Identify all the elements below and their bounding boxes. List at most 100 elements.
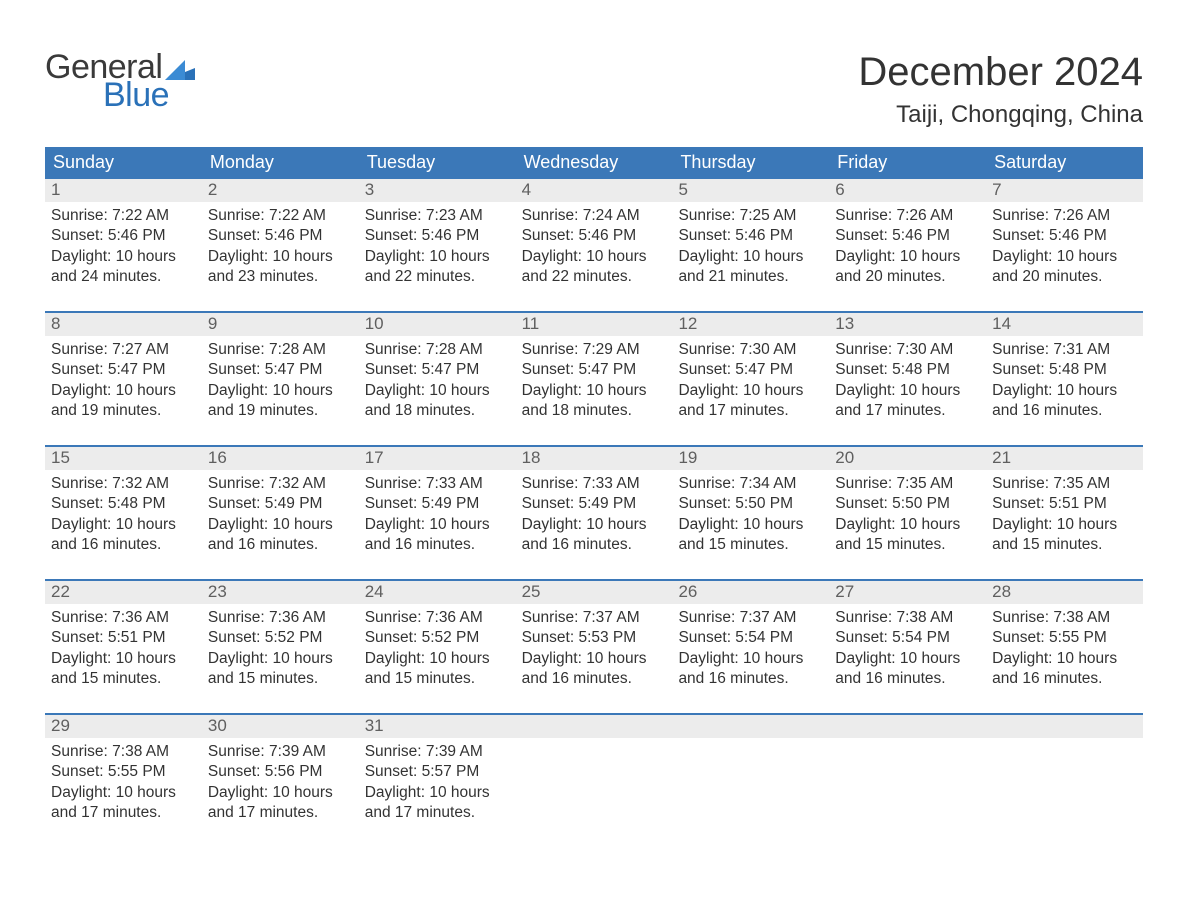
sunrise-line: Sunrise: 7:23 AM (365, 206, 510, 226)
sunset-line: Sunset: 5:50 PM (835, 494, 980, 514)
day-cell: 14Sunrise: 7:31 AMSunset: 5:48 PMDayligh… (986, 313, 1143, 431)
flag-icon (165, 60, 195, 80)
daylight-line: Daylight: 10 hours and 19 minutes. (51, 381, 196, 422)
week-row: 29Sunrise: 7:38 AMSunset: 5:55 PMDayligh… (45, 713, 1143, 833)
sunrise-line: Sunrise: 7:22 AM (51, 206, 196, 226)
day-number: 28 (986, 581, 1143, 604)
sunrise-line: Sunrise: 7:28 AM (208, 340, 353, 360)
day-number: 21 (986, 447, 1143, 470)
sunrise-line: Sunrise: 7:28 AM (365, 340, 510, 360)
sunset-line: Sunset: 5:51 PM (992, 494, 1137, 514)
day-number: 26 (672, 581, 829, 604)
sunrise-line: Sunrise: 7:30 AM (678, 340, 823, 360)
sunset-line: Sunset: 5:56 PM (208, 762, 353, 782)
sunrise-line: Sunrise: 7:27 AM (51, 340, 196, 360)
day-number: 14 (986, 313, 1143, 336)
sunrise-line: Sunrise: 7:31 AM (992, 340, 1137, 360)
day-details: Sunrise: 7:30 AMSunset: 5:48 PMDaylight:… (829, 336, 986, 428)
week-row: 1Sunrise: 7:22 AMSunset: 5:46 PMDaylight… (45, 179, 1143, 297)
day-cell: 6Sunrise: 7:26 AMSunset: 5:46 PMDaylight… (829, 179, 986, 297)
day-number: 29 (45, 715, 202, 738)
daylight-line: Daylight: 10 hours and 17 minutes. (365, 783, 510, 824)
day-number: 27 (829, 581, 986, 604)
day-cell: . (516, 715, 673, 833)
sunset-line: Sunset: 5:53 PM (522, 628, 667, 648)
sunrise-line: Sunrise: 7:36 AM (365, 608, 510, 628)
daylight-line: Daylight: 10 hours and 24 minutes. (51, 247, 196, 288)
day-cell: 7Sunrise: 7:26 AMSunset: 5:46 PMDaylight… (986, 179, 1143, 297)
day-details: Sunrise: 7:39 AMSunset: 5:56 PMDaylight:… (202, 738, 359, 830)
dow-header-row: SundayMondayTuesdayWednesdayThursdayFrid… (45, 147, 1143, 179)
day-number: 4 (516, 179, 673, 202)
day-number: 10 (359, 313, 516, 336)
dow-cell: Saturday (986, 147, 1143, 179)
day-number: . (986, 715, 1143, 738)
week-row: 15Sunrise: 7:32 AMSunset: 5:48 PMDayligh… (45, 445, 1143, 565)
day-cell: . (829, 715, 986, 833)
day-details: Sunrise: 7:22 AMSunset: 5:46 PMDaylight:… (45, 202, 202, 294)
day-details: Sunrise: 7:38 AMSunset: 5:55 PMDaylight:… (986, 604, 1143, 696)
day-number: 20 (829, 447, 986, 470)
day-cell: 4Sunrise: 7:24 AMSunset: 5:46 PMDaylight… (516, 179, 673, 297)
dow-cell: Monday (202, 147, 359, 179)
day-cell: 22Sunrise: 7:36 AMSunset: 5:51 PMDayligh… (45, 581, 202, 699)
day-cell: 21Sunrise: 7:35 AMSunset: 5:51 PMDayligh… (986, 447, 1143, 565)
sunset-line: Sunset: 5:49 PM (208, 494, 353, 514)
week-row: 8Sunrise: 7:27 AMSunset: 5:47 PMDaylight… (45, 311, 1143, 431)
day-number: 23 (202, 581, 359, 604)
day-number: 7 (986, 179, 1143, 202)
day-cell: 8Sunrise: 7:27 AMSunset: 5:47 PMDaylight… (45, 313, 202, 431)
day-cell: 11Sunrise: 7:29 AMSunset: 5:47 PMDayligh… (516, 313, 673, 431)
sunrise-line: Sunrise: 7:34 AM (678, 474, 823, 494)
sunrise-line: Sunrise: 7:39 AM (208, 742, 353, 762)
day-cell: 30Sunrise: 7:39 AMSunset: 5:56 PMDayligh… (202, 715, 359, 833)
daylight-line: Daylight: 10 hours and 15 minutes. (51, 649, 196, 690)
sunrise-line: Sunrise: 7:26 AM (992, 206, 1137, 226)
day-cell: 24Sunrise: 7:36 AMSunset: 5:52 PMDayligh… (359, 581, 516, 699)
day-cell: 3Sunrise: 7:23 AMSunset: 5:46 PMDaylight… (359, 179, 516, 297)
sunset-line: Sunset: 5:47 PM (365, 360, 510, 380)
sunrise-line: Sunrise: 7:33 AM (365, 474, 510, 494)
sunset-line: Sunset: 5:49 PM (522, 494, 667, 514)
day-cell: . (986, 715, 1143, 833)
day-cell: 9Sunrise: 7:28 AMSunset: 5:47 PMDaylight… (202, 313, 359, 431)
day-details: Sunrise: 7:27 AMSunset: 5:47 PMDaylight:… (45, 336, 202, 428)
sunrise-line: Sunrise: 7:25 AM (678, 206, 823, 226)
daylight-line: Daylight: 10 hours and 19 minutes. (208, 381, 353, 422)
sunrise-line: Sunrise: 7:38 AM (835, 608, 980, 628)
sunrise-line: Sunrise: 7:37 AM (522, 608, 667, 628)
day-number: 13 (829, 313, 986, 336)
daylight-line: Daylight: 10 hours and 15 minutes. (365, 649, 510, 690)
weeks-container: 1Sunrise: 7:22 AMSunset: 5:46 PMDaylight… (45, 179, 1143, 833)
day-details: Sunrise: 7:30 AMSunset: 5:47 PMDaylight:… (672, 336, 829, 428)
sunrise-line: Sunrise: 7:30 AM (835, 340, 980, 360)
daylight-line: Daylight: 10 hours and 15 minutes. (678, 515, 823, 556)
day-number: 25 (516, 581, 673, 604)
sunset-line: Sunset: 5:47 PM (51, 360, 196, 380)
day-cell: 5Sunrise: 7:25 AMSunset: 5:46 PMDaylight… (672, 179, 829, 297)
daylight-line: Daylight: 10 hours and 21 minutes. (678, 247, 823, 288)
day-cell: 18Sunrise: 7:33 AMSunset: 5:49 PMDayligh… (516, 447, 673, 565)
day-number: 24 (359, 581, 516, 604)
daylight-line: Daylight: 10 hours and 23 minutes. (208, 247, 353, 288)
day-details: Sunrise: 7:32 AMSunset: 5:49 PMDaylight:… (202, 470, 359, 562)
daylight-line: Daylight: 10 hours and 17 minutes. (208, 783, 353, 824)
brand-logo: General Blue (45, 50, 195, 112)
day-cell: . (672, 715, 829, 833)
day-details: Sunrise: 7:22 AMSunset: 5:46 PMDaylight:… (202, 202, 359, 294)
day-details: Sunrise: 7:25 AMSunset: 5:46 PMDaylight:… (672, 202, 829, 294)
sunset-line: Sunset: 5:49 PM (365, 494, 510, 514)
day-details: Sunrise: 7:26 AMSunset: 5:46 PMDaylight:… (986, 202, 1143, 294)
daylight-line: Daylight: 10 hours and 18 minutes. (365, 381, 510, 422)
day-details: Sunrise: 7:31 AMSunset: 5:48 PMDaylight:… (986, 336, 1143, 428)
calendar-page: General Blue December 2024 Taiji, Chongq… (0, 0, 1188, 873)
day-number: . (672, 715, 829, 738)
sunset-line: Sunset: 5:55 PM (51, 762, 196, 782)
day-cell: 19Sunrise: 7:34 AMSunset: 5:50 PMDayligh… (672, 447, 829, 565)
sunrise-line: Sunrise: 7:26 AM (835, 206, 980, 226)
day-number: 16 (202, 447, 359, 470)
sunset-line: Sunset: 5:46 PM (992, 226, 1137, 246)
day-number: 19 (672, 447, 829, 470)
day-details: Sunrise: 7:24 AMSunset: 5:46 PMDaylight:… (516, 202, 673, 294)
day-details: Sunrise: 7:37 AMSunset: 5:54 PMDaylight:… (672, 604, 829, 696)
